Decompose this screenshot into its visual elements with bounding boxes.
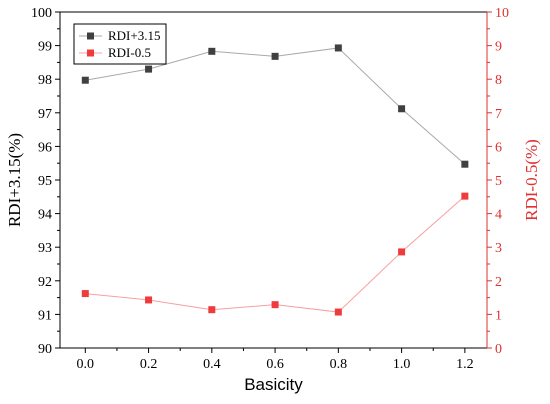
y-left-tick-label: 94 xyxy=(38,208,52,223)
data-point-1 xyxy=(334,44,342,52)
y-left-tick-label: 92 xyxy=(38,275,52,290)
data-point-1 xyxy=(145,65,153,73)
x-axis-title: Basicity xyxy=(244,375,303,394)
x-tick-label: 0.8 xyxy=(330,357,348,372)
x-tick-label: 0.2 xyxy=(140,357,158,372)
y-left-tick-label: 97 xyxy=(38,107,52,122)
series-markers xyxy=(81,44,469,316)
y-right-tick-label: 3 xyxy=(495,241,502,256)
data-point-2 xyxy=(81,290,89,298)
legend-marker xyxy=(87,32,94,40)
x-tick-label: 0.4 xyxy=(203,357,221,372)
data-point-1 xyxy=(271,52,279,60)
y-axis-right-title: RDI-0.5(%) xyxy=(522,139,541,221)
data-point-2 xyxy=(145,296,153,304)
y-right-tick-label: 0 xyxy=(495,342,502,357)
x-tick-label: 1.0 xyxy=(393,357,411,372)
data-point-2 xyxy=(271,301,279,309)
series-lines xyxy=(85,47,466,313)
data-point-2 xyxy=(208,306,216,314)
data-point-2 xyxy=(461,192,469,200)
data-point-1 xyxy=(81,76,89,84)
data-point-2 xyxy=(398,248,406,256)
series-line-1 xyxy=(85,47,466,165)
y-right-tick-label: 8 xyxy=(495,73,502,88)
series-line-2 xyxy=(85,195,466,313)
y-left-tick-label: 98 xyxy=(38,73,52,88)
y-right-tick-label: 5 xyxy=(495,174,502,189)
y-left-tick-label: 90 xyxy=(38,342,52,357)
legend-marker xyxy=(87,49,94,57)
data-point-1 xyxy=(208,47,216,55)
x-tick-label: 0.6 xyxy=(266,357,284,372)
data-point-1 xyxy=(461,160,469,168)
y-left-tick-label: 99 xyxy=(38,40,52,55)
y-right-tick-label: 1 xyxy=(495,308,502,323)
y-right-tick-label: 2 xyxy=(495,275,502,290)
legend-label: RDI+3.15 xyxy=(108,28,160,43)
axes-group: 90 91 92 93 94 95 96 97 98 99 100 0 1 2 3 4 5 6 7 8 9 10 0.0 0.… xyxy=(5,6,541,394)
x-tick-label: 1.2 xyxy=(456,357,474,372)
y-left-tick-label: 100 xyxy=(31,6,52,21)
legend-box xyxy=(73,23,167,65)
y-left-tick-label: 93 xyxy=(38,241,52,256)
legend-label: RDI-0.5 xyxy=(108,45,151,60)
y-left-tick-label: 91 xyxy=(38,308,52,323)
data-point-2 xyxy=(334,308,342,316)
y-right-tick-label: 6 xyxy=(495,140,502,155)
y-axis-left-title: RDI+3.15(%) xyxy=(5,133,24,227)
y-right-tick-label: 9 xyxy=(495,40,502,55)
y-right-tick-label: 4 xyxy=(495,208,502,223)
y-left-tick-label: 95 xyxy=(38,174,52,189)
y-left-tick-label: 96 xyxy=(38,140,52,155)
data-point-1 xyxy=(398,105,406,113)
x-tick-label: 0.0 xyxy=(77,357,95,372)
legend: RDI+3.15 RDI-0.5 xyxy=(73,23,167,65)
y-right-tick-label: 7 xyxy=(495,107,502,122)
y-right-tick-label: 10 xyxy=(495,6,509,21)
